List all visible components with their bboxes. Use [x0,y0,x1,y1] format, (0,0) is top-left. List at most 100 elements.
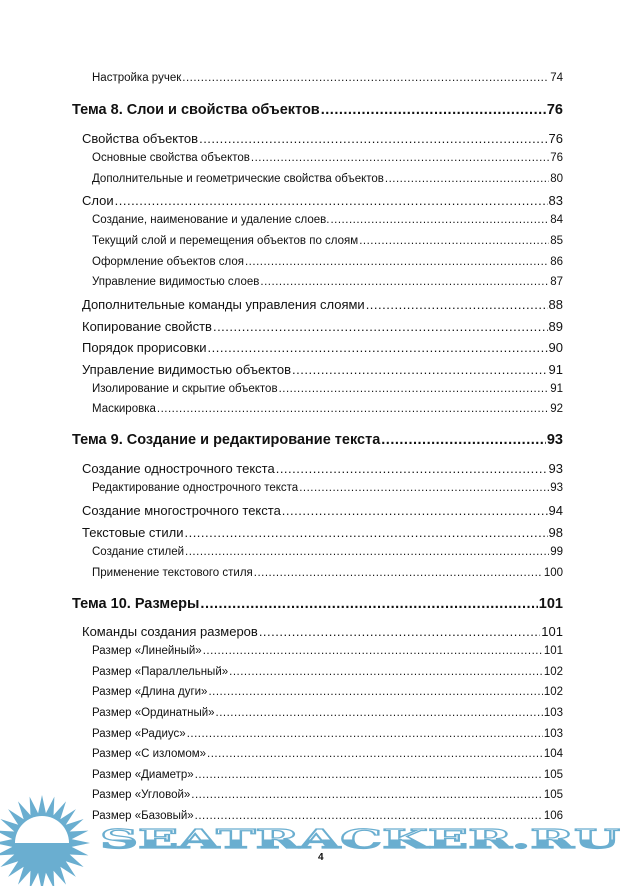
toc-entry[interactable]: Размер «Угловой» 105 [92,789,563,801]
toc-entry[interactable]: Размер «Параллельный» 102 [92,666,563,678]
toc-entry-title: Управление видимостью объектов [82,362,292,377]
watermark-text: SEATRACKER.RU [100,825,621,855]
toc-entry[interactable]: Основные свойства объектов 76 [92,152,563,164]
toc-entry-title: Текущий слой и перемещения объектов по с… [92,235,359,247]
toc-entry-title: Настройка ручек [92,72,182,84]
toc-entry-title: Размер «Параллельный» [92,666,229,678]
dot-leader [229,666,543,678]
dot-leader [359,235,549,247]
toc-entry-title: Дополнительные команды управления слоями [82,297,365,312]
toc-entry[interactable]: Команды создания размеров 101 [82,624,563,639]
toc-entry-title: Размер «Линейный» [92,645,202,657]
toc-entry[interactable]: Размер «С изломом» 104 [92,748,563,760]
toc-entry-page: 101 [543,645,563,657]
toc-entry[interactable]: Размер «Длина дуги» 102 [92,686,563,698]
toc-entry-title: Размер «Диаметр» [92,769,194,781]
dot-leader [185,546,549,558]
toc-entry-title: Создание многострочного текста [82,503,281,518]
toc-entry-title: Размер «Угловой» [92,789,191,801]
toc-entry[interactable]: Применение текстового стиля 100 [92,567,563,579]
toc-entry[interactable]: Управление видимостью объектов 91 [82,362,563,377]
toc-entry-title: Создание стилей [92,546,185,558]
dot-leader [245,256,549,268]
toc-entry-page: 84 [550,214,563,226]
toc-entry-title: Основные свойства объектов [92,152,250,164]
toc-entry[interactable]: Дополнительные команды управления слоями… [82,297,563,312]
toc-entry-page: 99 [550,546,563,558]
toc-entry[interactable]: Настройка ручек 74 [92,72,563,84]
watermark-logo: SEATRACKER.RU [0,795,621,886]
toc-entry-page: 93 [546,432,563,448]
toc-entry-page: 92 [550,403,563,415]
toc-entry[interactable]: Маскировка 92 [92,403,563,415]
dot-leader [207,748,543,760]
toc-chapter[interactable]: Тема 8. Слои и свойства объектов 76 [72,102,563,118]
toc-entry-page: 86 [550,256,563,268]
toc-entry[interactable]: Текстовые стили 98 [82,525,563,540]
toc-entry[interactable]: Слои 83 [82,193,563,208]
toc-entry-title: Размер «Ординатный» [92,707,215,719]
toc-entry-title: Слои [82,193,114,208]
dot-leader [182,72,549,84]
toc-entry-page: 90 [548,340,563,355]
toc-entry-title: Порядок прорисовки [82,340,207,355]
dot-leader [254,567,543,579]
toc-entry-title: Размер «Радиус» [92,728,186,740]
toc-entry[interactable]: Создание однострочного текста 93 [82,461,563,476]
toc-entry-title: Изолирование и скрытие объектов [92,383,278,395]
toc-entry-title: Команды создания размеров [82,624,258,639]
dot-leader [208,686,542,698]
toc-entry-title: Размер «Длина дуги» [92,686,208,698]
toc-entry-title: Редактирование однострочного текста [92,482,299,494]
toc-entry[interactable]: Текущий слой и перемещения объектов по с… [92,235,563,247]
toc-entry[interactable]: Размер «Диаметр» 105 [92,769,563,781]
toc-entry-title: Создание, наименование и удаление слоев. [92,214,330,226]
toc-entry[interactable]: Дополнительные и геометрические свойства… [92,173,563,185]
toc-entry-page: 93 [550,482,563,494]
dot-leader [203,645,543,657]
toc-entry-page: 100 [543,567,563,579]
dot-leader [279,383,550,395]
sun-disc [15,816,69,843]
toc-entry[interactable]: Размер «Базовый» 106 [92,810,563,822]
toc-entry[interactable]: Редактирование однострочного текста 93 [92,482,563,494]
toc-entry-title: Тема 8. Слои и свойства объектов [72,102,320,118]
sun-icon [0,795,90,886]
toc-entry-page: 76 [550,152,563,164]
toc-entry-title: Маскировка [92,403,156,415]
toc-entry[interactable]: Управление видимостью слоев 87 [92,276,563,288]
toc-entry-page: 88 [548,297,563,312]
toc-entry[interactable]: Создание стилей 99 [92,546,563,558]
toc-entry[interactable]: Свойства объектов 76 [82,131,563,146]
toc-entry[interactable]: Размер «Линейный» 101 [92,645,563,657]
toc-entry-page: 101 [541,624,563,639]
dot-leader [385,173,549,185]
toc-entry-title: Свойства объектов [82,131,199,146]
toc-entry-page: 74 [550,72,563,84]
toc-entry-title: Текстовые стили [82,525,184,540]
toc-entry[interactable]: Оформление объектов слоя 86 [92,256,563,268]
toc-entry-page: 93 [548,461,563,476]
toc-entry[interactable]: Порядок прорисовки 90 [82,340,563,355]
toc-entry[interactable]: Изолирование и скрытие объектов 91 [92,383,563,395]
toc-entry[interactable]: Размер «Ординатный» 103 [92,707,563,719]
toc-entry[interactable]: Копирование свойств 89 [82,319,563,334]
toc-entry[interactable]: Создание многострочного текста 94 [82,503,563,518]
toc-entry-title: Размер «С изломом» [92,748,207,760]
toc-entry-page: 76 [546,102,563,118]
toc-entry-page: 94 [548,503,563,518]
toc-entry-page: 91 [548,362,563,377]
toc-entry[interactable]: Создание, наименование и удаление слоев.… [92,214,563,226]
toc-chapter[interactable]: Тема 10. Размеры 101 [72,596,563,612]
toc-entry-page: 91 [550,383,563,395]
dot-leader [115,193,548,208]
toc-chapter[interactable]: Тема 9. Создание и редактирование текста… [72,432,563,448]
dot-leader [199,131,547,146]
toc-entry-page: 98 [548,525,563,540]
toc-entry-page: 87 [550,276,563,288]
toc-entry-page: 105 [543,769,563,781]
toc-entry-title: Тема 10. Размеры [72,596,200,612]
toc-entry[interactable]: Размер «Радиус» 103 [92,728,563,740]
dot-leader [299,482,549,494]
dot-leader [187,728,543,740]
